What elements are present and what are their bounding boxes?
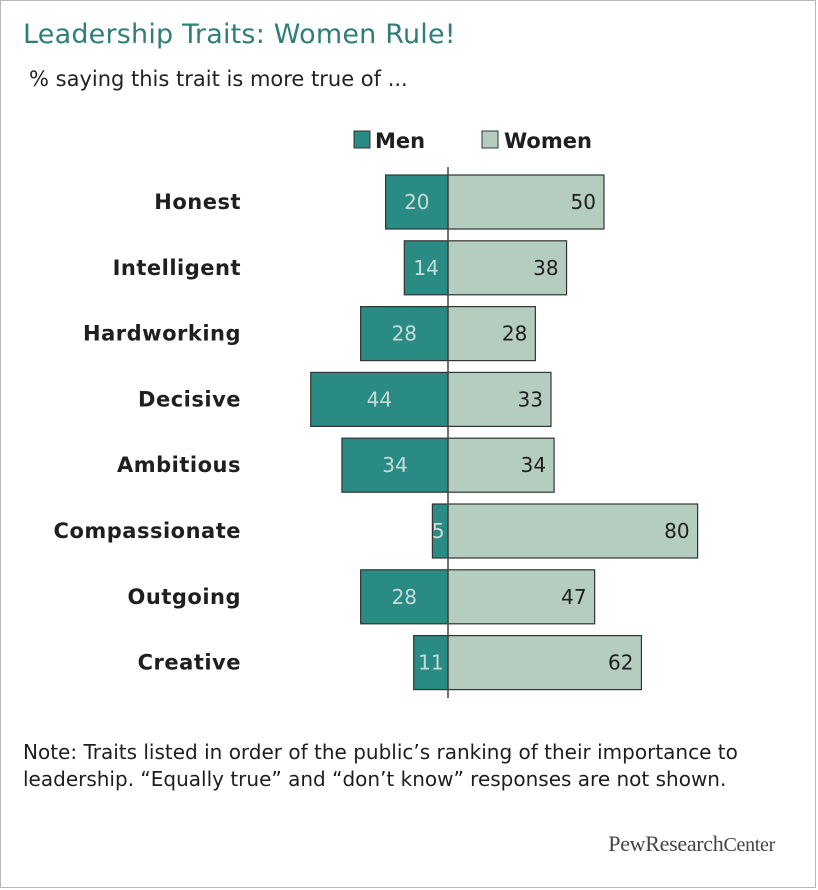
source-name-part2: Center <box>723 834 775 856</box>
bar-men-outgoing <box>360 569 449 625</box>
bar-men-creative <box>413 634 449 691</box>
data-label-women-honest: 50 <box>571 190 596 214</box>
category-label-decisive: Decisive <box>138 387 241 411</box>
bar-women-hardworking <box>447 306 536 362</box>
legend-label-men: Men <box>375 129 425 153</box>
data-label-men-ambitious: 34 <box>382 453 407 477</box>
data-label-women-creative: 62 <box>608 651 633 675</box>
bar-women-ambitious <box>447 437 555 493</box>
category-label-ambitious: Ambitious <box>117 453 241 477</box>
source-label: PewResearchCenter <box>608 831 775 857</box>
bar-men-decisive <box>310 371 449 427</box>
data-label-men-decisive: 44 <box>367 387 392 411</box>
category-label-intelligent: Intelligent <box>113 256 241 280</box>
data-label-men-hardworking: 28 <box>392 322 417 346</box>
bar-women-decisive <box>447 371 552 427</box>
legend-swatch-women <box>481 130 499 149</box>
data-label-men-outgoing: 28 <box>392 585 417 609</box>
data-label-men-intelligent: 14 <box>413 256 438 280</box>
data-label-men-creative: 11 <box>418 651 443 675</box>
data-label-women-ambitious: 34 <box>521 453 546 477</box>
category-label-compassionate: Compassionate <box>54 519 241 543</box>
bar-men-ambitious <box>341 437 449 493</box>
data-label-women-hardworking: 28 <box>502 322 527 346</box>
category-label-creative: Creative <box>138 651 241 675</box>
data-label-men-compassionate: 5 <box>432 519 445 543</box>
data-label-women-compassionate: 80 <box>664 519 689 543</box>
data-label-women-decisive: 33 <box>518 387 543 411</box>
bar-women-creative <box>447 634 643 691</box>
chart-note: Note: Traits listed in order of the publ… <box>23 740 738 791</box>
data-label-women-intelligent: 38 <box>533 256 558 280</box>
bar-men-honest <box>385 174 449 230</box>
source-name-part1: PewResearch <box>608 831 724 856</box>
bar-chart: Honest 20 50 Intelligent 14 38 Hardworking 28 28… <box>54 129 699 698</box>
category-label-honest: Honest <box>154 190 241 214</box>
category-label-outgoing: Outgoing <box>128 585 241 609</box>
chart-subtitle: % saying this trait is more true of ... <box>29 67 408 91</box>
data-label-men-honest: 20 <box>404 190 429 214</box>
bar-women-outgoing <box>447 569 596 625</box>
legend-label-women: Women <box>504 129 592 153</box>
bar-women-intelligent <box>447 240 568 296</box>
chart-title: Leadership Traits: Women Rule! <box>23 19 456 50</box>
legend-swatch-men <box>353 130 371 149</box>
category-label-hardworking: Hardworking <box>83 322 241 346</box>
data-label-women-outgoing: 47 <box>561 585 586 609</box>
bar-women-compassionate <box>447 503 699 559</box>
bar-men-hardworking <box>360 306 449 362</box>
